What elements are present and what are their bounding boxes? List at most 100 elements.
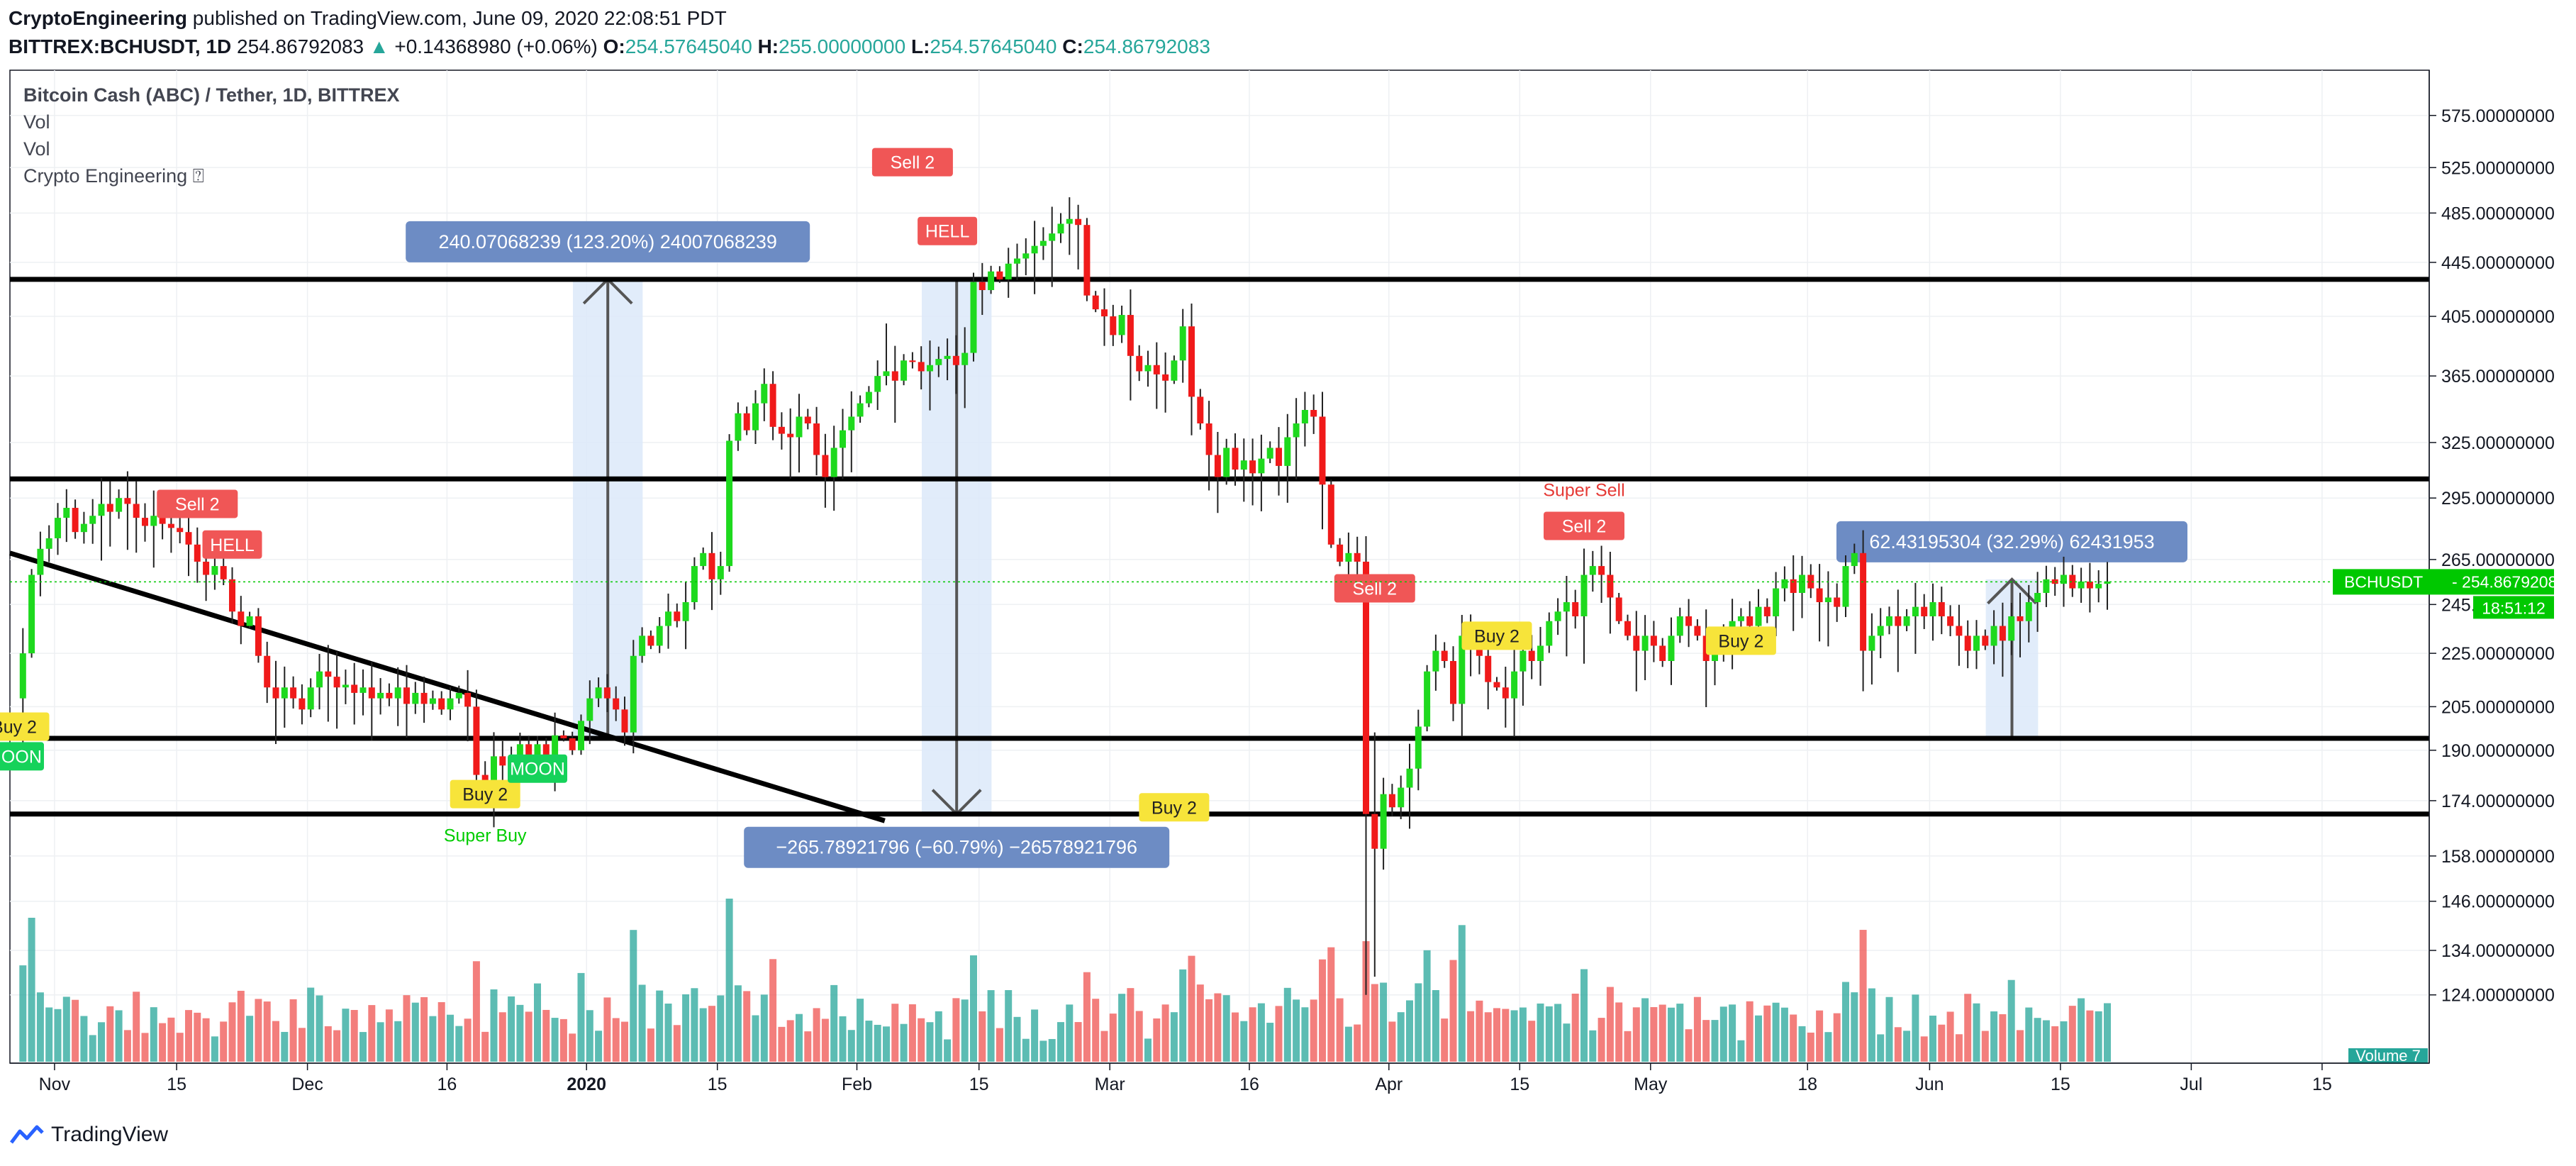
measure-box[interactable]: 62.43195304 (32.29%) 62431953 (1836, 521, 2187, 740)
price-axis[interactable]: 575.00000000 525.00000000 485.00000000 445.… (2429, 70, 2555, 1063)
candle-body (316, 671, 323, 688)
candle-body (1624, 621, 1631, 636)
time-axis[interactable]: Nov 15 Dec 16 2020 15 Feb 15 Mar 16 Apr 15 May 18 Jun 1… (10, 1062, 2429, 1094)
candle-up (1066, 197, 1073, 255)
candle-up (1546, 612, 1553, 653)
candle-up (1580, 548, 1588, 664)
volume-bar (2078, 998, 2085, 1062)
candle-body (211, 566, 218, 575)
volume-bar (368, 1005, 376, 1062)
candle-body (1895, 616, 1902, 626)
candle-down (813, 406, 820, 476)
candle-body (927, 365, 933, 372)
volume-bar (1571, 994, 1579, 1062)
candle-down (1214, 432, 1221, 513)
x-tick-label: 16 (437, 1075, 457, 1094)
candle-up (1118, 305, 1125, 343)
volume-bar (1100, 1031, 1108, 1062)
candle-body (1049, 233, 1056, 241)
candle-body (586, 698, 593, 721)
price-tag-symbol: BCHUSDT (2344, 572, 2423, 591)
candle-up (1668, 617, 1675, 685)
y-tick-label: 365.00000000 (2441, 367, 2555, 387)
volume-bar (1319, 959, 1326, 1062)
candle-down (229, 567, 235, 624)
x-tick-label: 15 (969, 1075, 989, 1094)
candle-body (307, 687, 314, 710)
candle-body (1572, 602, 1579, 616)
candlesticks (19, 197, 2111, 995)
candle-body (595, 687, 602, 699)
candle-up (752, 390, 759, 444)
candle-up (2104, 562, 2111, 610)
candle-up (377, 678, 384, 715)
candle-body (1546, 621, 1553, 646)
measure-tools[interactable]: 240.07068239 (123.20%) 24007068239 −265.7… (406, 221, 2187, 868)
candle-body (552, 735, 559, 757)
candle-up (1179, 309, 1186, 383)
volume-bar (1807, 1032, 1814, 1062)
author-name[interactable]: CryptoEngineering (9, 7, 188, 29)
candle-body (1746, 616, 1753, 626)
candle-down (1319, 392, 1326, 530)
candle-down (72, 499, 79, 539)
measure-label-box (1836, 521, 2187, 562)
signal-badge (1705, 626, 1776, 655)
volume-bar (1502, 1009, 1510, 1062)
candle-body (1712, 650, 1718, 661)
candle-body (542, 744, 550, 757)
candle-body (1528, 650, 1535, 661)
volume-bar (1127, 988, 1134, 1062)
candle-body (970, 282, 977, 353)
candle-body (420, 692, 428, 704)
candle-up (735, 402, 742, 451)
candle-down (106, 481, 113, 547)
volume-bar (263, 1001, 271, 1062)
candle-up (80, 511, 87, 544)
candle-body (1877, 626, 1884, 636)
volume-bar (1528, 1021, 1536, 1062)
signal-text: HELL (210, 535, 255, 555)
horizontal-levels[interactable] (9, 277, 2429, 823)
candle-down (1938, 587, 1945, 635)
candle-up (2061, 556, 2067, 607)
volume-bar (2034, 1018, 2041, 1062)
candle-body (272, 687, 279, 699)
legend-vol-1: Vol (23, 111, 50, 133)
candle-body (290, 687, 297, 699)
volume-bar (272, 1021, 279, 1062)
volume-bar (1554, 1004, 1562, 1062)
candle-body (682, 602, 689, 621)
candle-body (1153, 365, 1160, 374)
candle-down (778, 412, 785, 450)
volume-bar (725, 899, 733, 1062)
candle-body (1956, 626, 1963, 636)
candle-down (1807, 564, 1814, 599)
candle-up (246, 611, 253, 629)
candle-up (1049, 206, 1056, 287)
candle-body (1415, 726, 1422, 769)
volume-bar (1415, 983, 1422, 1062)
volume-bar (281, 1031, 289, 1062)
candle-body (1276, 448, 1282, 466)
candle-body (2017, 616, 2024, 621)
y-tick-label: 485.00000000 (2441, 204, 2555, 223)
candle-body (1240, 460, 1247, 470)
trend-line[interactable] (9, 550, 886, 823)
candle-up (665, 593, 671, 649)
volume-bar (900, 1023, 908, 1062)
candle-body (368, 687, 375, 699)
signal-text: Sell 2 (175, 494, 220, 514)
volume-bar (403, 995, 411, 1062)
candle-body (1755, 606, 1762, 626)
candle-body (150, 516, 157, 526)
candle-body (394, 687, 401, 699)
candle-body (2043, 579, 2050, 593)
volume-bar (804, 1031, 812, 1062)
candle-body (447, 698, 454, 710)
volume-bar (874, 1024, 881, 1062)
candle-body (761, 384, 768, 404)
tradingview-footer[interactable]: TradingView (10, 1123, 168, 1147)
candle-body (1773, 588, 1780, 616)
